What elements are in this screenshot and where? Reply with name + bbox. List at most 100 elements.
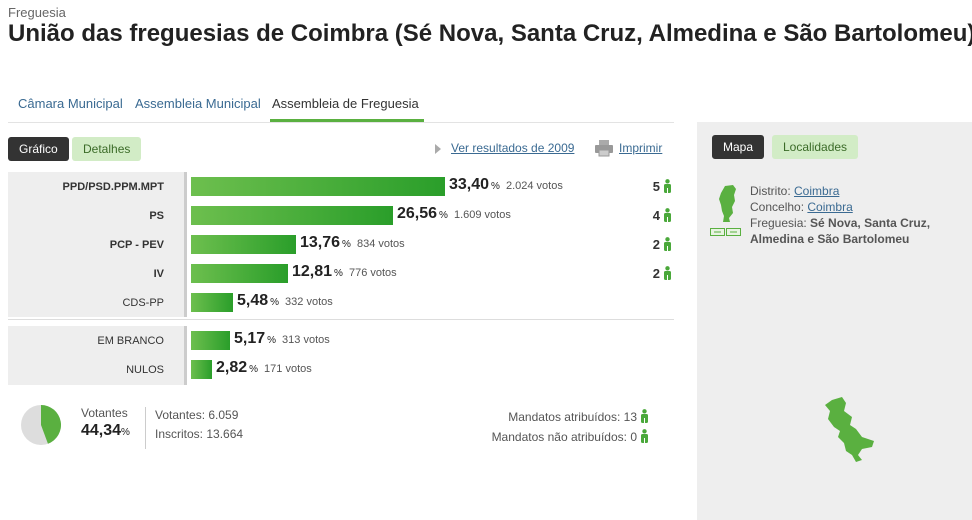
result-row-pcp-pev: PCP - PEV 13,76% 834 votos 2 [8,232,674,261]
freguesia-line: Freguesia: Sé Nova, Santa Cruz, [750,216,930,230]
detalhes-button[interactable]: Detalhes [72,137,142,161]
parish-map-icon [825,397,874,462]
result-value: 33,40% 2.024 votos [449,176,563,194]
percent-sign: % [491,181,500,192]
concelho-link[interactable]: Coimbra [807,200,853,214]
ver-2009-link[interactable]: Ver resultados de 2009 [451,141,575,155]
party-label: IV [153,268,164,280]
result-row-ps: PS 26,56% 1.609 votos 4 [8,203,674,232]
seats-count: 2 [653,266,672,281]
seats-number: 2 [652,237,660,252]
seats-number: 2 [652,266,660,281]
result-row-nulos: NULOS 2,82% 171 votos [8,357,674,386]
turnout-slice [41,405,62,444]
result-pct: 33,40 [449,176,490,193]
result-pct: 5,48 [237,292,269,309]
page-title: União das freguesias de Coimbra (Sé Nova… [8,20,972,47]
party-label: PCP - PEV [109,239,164,251]
result-row-em-branco: EM BRANCO 5,17% 313 votos [8,328,674,357]
active-tab-indicator [270,119,424,122]
tab-assembleia-municipal[interactable]: Assembleia Municipal [135,96,261,111]
seats-count: 2 [653,237,672,252]
person-icon [664,266,671,280]
result-votes: 1.609 votos [453,209,511,221]
inscritos-count: Inscritos: 13.664 [155,427,244,441]
tabs-bar: Câmara Municipal Assembleia Municipal As… [8,92,674,123]
person-icon [641,429,648,443]
freguesia-name-1: Sé Nova, Santa Cruz, [810,216,931,230]
tab-camara-municipal[interactable]: Câmara Municipal [18,96,123,111]
seats-count: 4 [653,208,672,223]
result-value: 5,48% 332 votos [237,292,333,310]
result-pct: 12,81 [292,263,333,280]
portugal-map-icon[interactable] [717,185,739,223]
pie-chart-icon [21,405,62,445]
percent-sign: % [439,210,448,221]
party-label: PPD/PSD.PPM.MPT [62,181,164,193]
page-kicker: Freguesia [8,5,66,20]
result-votes: 834 votos [356,238,405,250]
concelho-line: Concelho: Coimbra [750,200,853,214]
result-bar [191,331,230,350]
party-label: PS [149,210,164,222]
person-icon [664,208,671,222]
seats-count: 5 [653,179,672,194]
result-value: 26,56% 1.609 votos [397,205,511,223]
party-label: CDS-PP [122,297,164,309]
print-icon[interactable] [594,139,614,157]
result-row-ppd-psd: PPD/PSD.PPM.MPT 33,40% 2.024 votos 5 [8,174,674,203]
results-separator [8,319,674,320]
result-pct: 2,82 [216,359,248,376]
party-label: NULOS [126,364,164,376]
turnout-value: 44,34% [81,422,130,440]
result-pct: 13,76 [300,234,341,251]
sidebar-panel: Mapa Localidades Distrito: Coimbra Conce… [697,122,972,520]
result-bar [191,177,445,196]
triangle-right-icon [435,144,441,154]
seats-number: 4 [652,208,660,223]
votantes-label: Votantes [81,406,128,420]
grafico-button[interactable]: Gráfico [8,137,69,161]
results-axis-line [184,172,187,317]
seats-number: 5 [652,179,660,194]
percent-sign: % [334,268,343,279]
person-icon [641,409,648,423]
person-icon [664,179,671,193]
localidades-button[interactable]: Localidades [772,135,859,159]
mandatos-atribuidos-text: Mandatos atribuídos: 13 [508,410,637,424]
freguesia-label: Freguesia: [750,216,807,230]
mapa-button[interactable]: Mapa [712,135,765,159]
distrito-line: Distrito: Coimbra [750,184,839,198]
result-votes: 171 votos [264,363,312,375]
freguesia-name-2: Almedina e São Bartolomeu [750,232,910,246]
other-label-panel [8,326,184,385]
mandatos-atribuidos: Mandatos atribuídos: 13 [508,409,649,424]
turnout-pct: 44,34 [81,422,122,439]
percent-sign: % [342,239,351,250]
imprimir-link[interactable]: Imprimir [619,141,663,155]
result-votes: 332 votos [285,296,333,308]
votantes-count: Votantes: 6.059 [155,408,239,422]
result-votes: 2.024 votos [505,180,563,192]
distrito-label: Distrito: [750,184,791,198]
percent-sign: % [249,364,259,375]
result-pct: 26,56 [397,205,438,222]
result-row-iv: IV 12,81% 776 votos 2 [8,261,674,290]
map-zoom-controls[interactable] [710,228,742,237]
party-label: EM BRANCO [97,335,164,347]
other-axis-line [184,326,187,385]
result-row-cds-pp: CDS-PP 5,48% 332 votos [8,290,674,319]
result-bar [191,235,296,254]
tab-assembleia-freguesia[interactable]: Assembleia de Freguesia [272,96,419,111]
result-bar [191,360,212,379]
percent-sign: % [267,335,277,346]
mandatos-nao-atribuidos-text: Mandatos não atribuídos: 0 [491,430,637,444]
results-label-panel [8,172,184,317]
concelho-label: Concelho: [750,200,805,214]
distrito-link[interactable]: Coimbra [794,184,840,198]
result-value: 12,81% 776 votos [292,263,397,281]
result-value: 5,17% 313 votos [234,330,330,348]
person-icon [664,237,671,251]
result-bar [191,206,393,225]
result-bar [191,293,233,312]
